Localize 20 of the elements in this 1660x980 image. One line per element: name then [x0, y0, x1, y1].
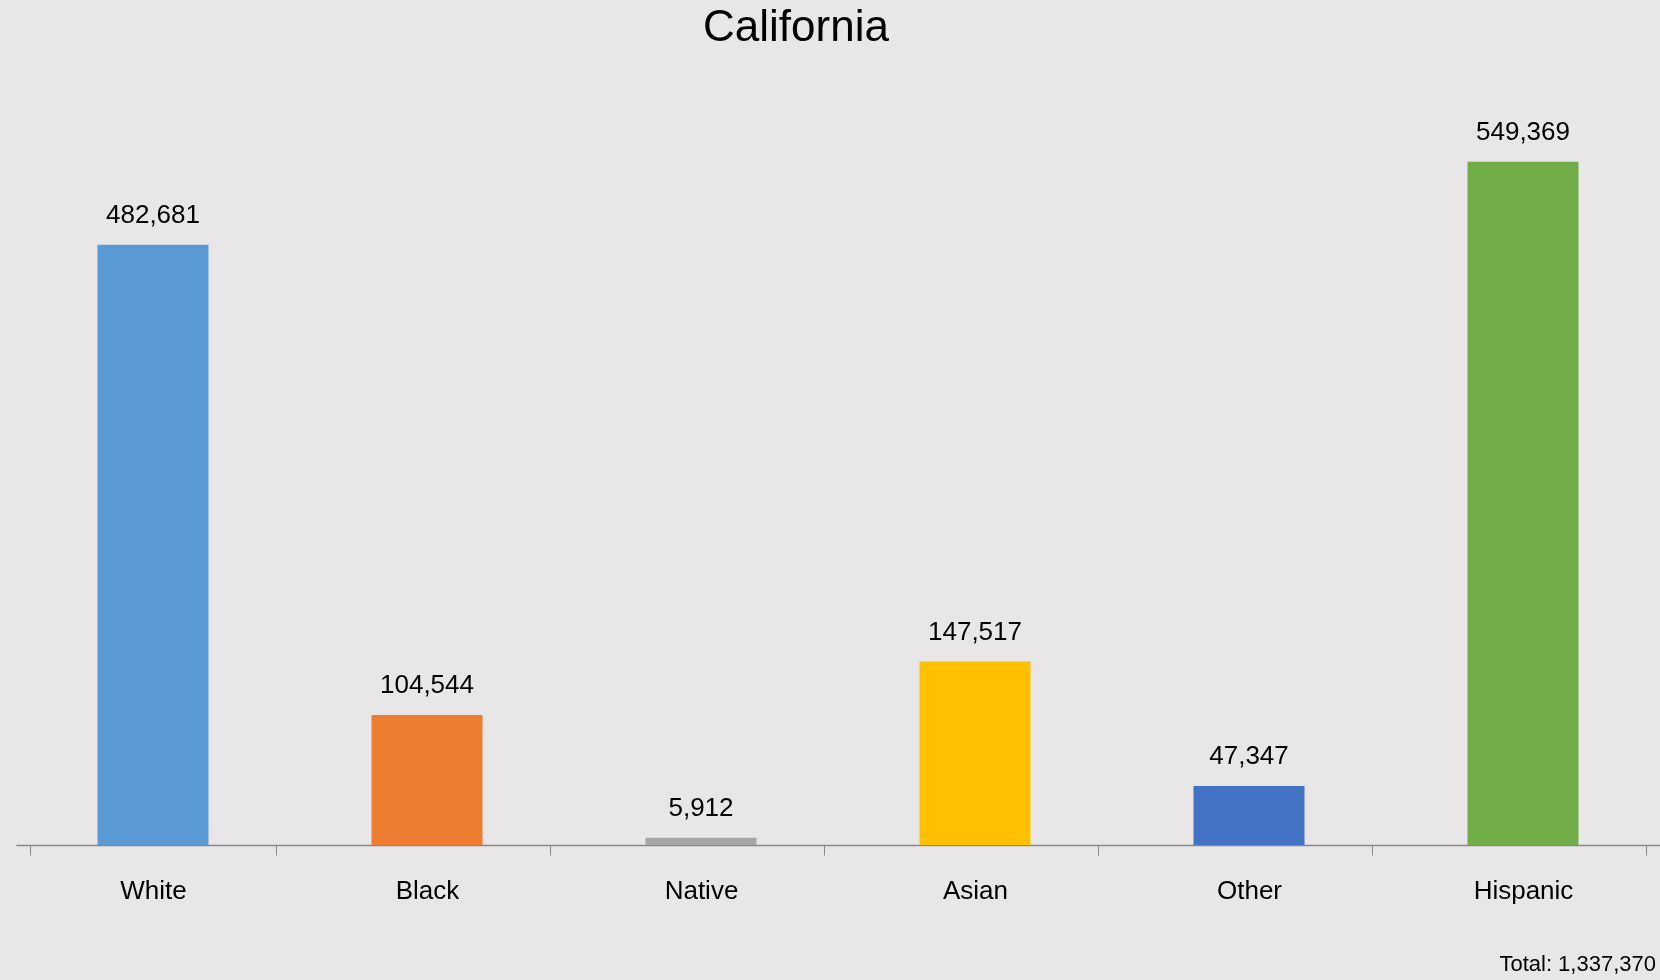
data-label: 104,544	[380, 668, 474, 699]
data-label: 5,912	[668, 791, 734, 822]
bar	[97, 244, 209, 845]
x-tick-label: Asian	[942, 874, 1009, 905]
data-label: 549,369	[1476, 115, 1570, 146]
chart-title: California	[703, 1, 890, 50]
bar	[645, 837, 757, 845]
text: Total: 1,337,370	[1499, 951, 1656, 976]
bar	[1193, 786, 1305, 845]
x-tick-label: Native	[664, 874, 739, 905]
data-label: 482,681	[106, 198, 200, 229]
x-tick-label: Hispanic	[1473, 874, 1574, 905]
x-tick-label: White	[120, 874, 187, 905]
bar	[371, 714, 483, 845]
data-label: 147,517	[928, 615, 1022, 646]
data-label: 47,347	[1209, 740, 1289, 771]
bar	[1467, 161, 1579, 845]
x-tick-label: Other	[1216, 874, 1283, 905]
x-tick-label: Black	[395, 874, 461, 905]
bar	[919, 661, 1031, 845]
